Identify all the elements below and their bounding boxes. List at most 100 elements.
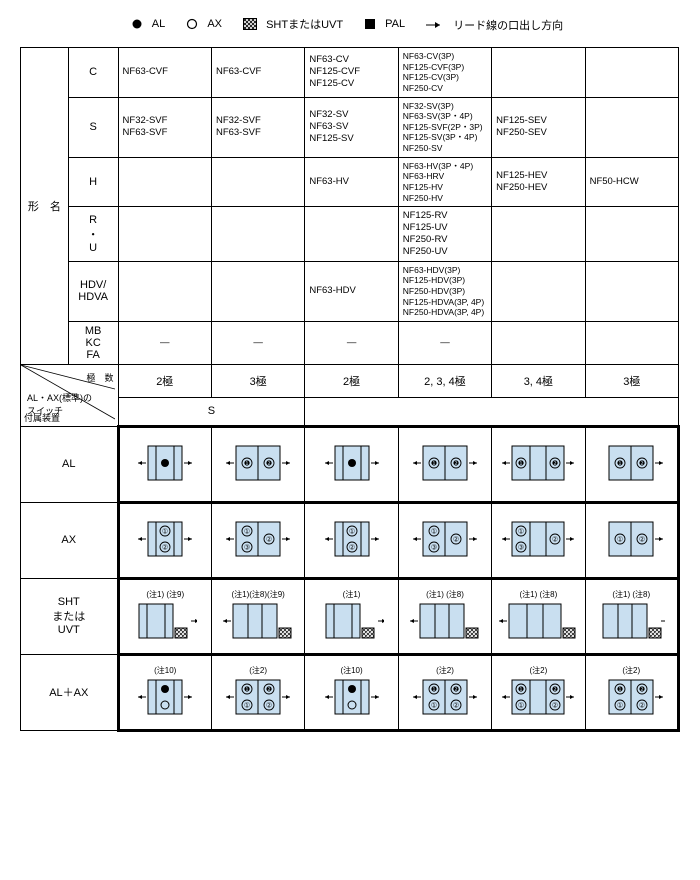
AX-d2: ①② bbox=[305, 502, 398, 578]
C-c2: NF63-CVNF125-CVFNF125-CV bbox=[305, 48, 398, 98]
AX-d0: ①② bbox=[118, 502, 211, 578]
svg-text:❶: ❶ bbox=[617, 459, 623, 467]
AL-d1: ❶❷ bbox=[211, 426, 304, 502]
ALAX-d3: (注2)❶①❷② bbox=[398, 654, 491, 730]
row-MB: MBKCFA — — — — bbox=[21, 321, 679, 364]
svg-text:①: ① bbox=[162, 527, 168, 535]
svg-text:①: ① bbox=[617, 535, 623, 543]
row-switch: S bbox=[21, 397, 679, 426]
SHT-label: SHTまたはUVT bbox=[21, 578, 119, 654]
svg-text:②: ② bbox=[639, 535, 645, 543]
AX-label: AX bbox=[21, 502, 119, 578]
attach-label: 付属装置 bbox=[24, 411, 60, 424]
SHT-d0: (注1) (注9) bbox=[118, 578, 211, 654]
HDV-c0 bbox=[118, 261, 211, 321]
RU-c2 bbox=[305, 207, 398, 262]
AX-d5: ①② bbox=[585, 502, 678, 578]
svg-text:❷: ❷ bbox=[266, 686, 272, 694]
svg-text:❶: ❶ bbox=[518, 686, 524, 694]
svg-text:①: ① bbox=[617, 702, 623, 710]
svg-text:❶: ❶ bbox=[518, 459, 524, 467]
legend-lead: リード線の口出し方向 bbox=[426, 17, 569, 33]
svg-text:❶: ❶ bbox=[617, 686, 623, 694]
AL-d5: ❶❷ bbox=[585, 426, 678, 502]
AL-d4: ❶❷ bbox=[492, 426, 585, 502]
S-c0: NF32-SVFNF63-SVF bbox=[118, 97, 211, 157]
svg-text:❷: ❷ bbox=[552, 459, 558, 467]
H-c0 bbox=[118, 157, 211, 207]
pole-c3: 2, 3, 4極 bbox=[398, 364, 491, 397]
ALAX-d0: (注10) bbox=[118, 654, 211, 730]
row-H: H NF63-HV NF63-HV(3P・4P)NF63-HRVNF125-HV… bbox=[21, 157, 679, 207]
switch-blank bbox=[305, 397, 679, 426]
svg-text:❷: ❷ bbox=[453, 459, 459, 467]
pole-c2: 2極 bbox=[305, 364, 398, 397]
svg-text:❶: ❶ bbox=[244, 459, 250, 467]
svg-text:②: ② bbox=[266, 702, 272, 710]
HDV-c1 bbox=[211, 261, 304, 321]
main-table: 形 名 C NF63-CVF NF63-CVF NF63-CVNF125-CVF… bbox=[20, 47, 680, 732]
MB-c1: — bbox=[211, 321, 304, 364]
svg-text:③: ③ bbox=[431, 543, 437, 551]
svg-text:①: ① bbox=[348, 527, 354, 535]
row-RU: R・U NF125-RVNF125-UVNF250-RVNF250-UV bbox=[21, 207, 679, 262]
type-C-label: C bbox=[68, 48, 118, 98]
HDV-c5 bbox=[585, 261, 678, 321]
type-S-label: S bbox=[68, 97, 118, 157]
type-RU-label: R・U bbox=[68, 207, 118, 262]
AX-d1: ①③② bbox=[211, 502, 304, 578]
svg-text:①: ① bbox=[518, 527, 524, 535]
row-C: 形 名 C NF63-CVF NF63-CVF NF63-CVNF125-CVF… bbox=[21, 48, 679, 98]
svg-text:❷: ❷ bbox=[639, 459, 645, 467]
AL-d2 bbox=[305, 426, 398, 502]
C-c5 bbox=[585, 48, 678, 98]
HDV-c3: NF63-HDV(3P)NF125-HDV(3P)NF250-HDV(3P)NF… bbox=[398, 261, 491, 321]
MB-c4 bbox=[492, 321, 585, 364]
legend: AL AX SHTまたはUVT PAL リード線の口出し方向 bbox=[10, 16, 690, 33]
svg-text:②: ② bbox=[552, 535, 558, 543]
ALAX-d1: (注2)❶①❷② bbox=[211, 654, 304, 730]
S-c5 bbox=[585, 97, 678, 157]
diagonal-header: 極 数 AL・AX(標準)のスイッチ 付属装置 bbox=[21, 364, 119, 426]
pole-label: 極 数 bbox=[87, 371, 114, 384]
switch-val: S bbox=[118, 397, 305, 426]
svg-text:②: ② bbox=[348, 543, 354, 551]
MB-c2: — bbox=[305, 321, 398, 364]
H-c2: NF63-HV bbox=[305, 157, 398, 207]
AL-d0 bbox=[118, 426, 211, 502]
SHT-d3: (注1) (注8) bbox=[398, 578, 491, 654]
HDV-c2: NF63-HDV bbox=[305, 261, 398, 321]
svg-text:①: ① bbox=[244, 702, 250, 710]
type-MB-label: MBKCFA bbox=[68, 321, 118, 364]
ALAX-d5: (注2)❶①❷② bbox=[585, 654, 678, 730]
svg-text:❷: ❷ bbox=[266, 459, 272, 467]
row-AL: AL ❶❷ ❶❷ ❶❷ ❶❷ bbox=[21, 426, 679, 502]
S-c1: NF32-SVFNF63-SVF bbox=[211, 97, 304, 157]
svg-text:①: ① bbox=[431, 702, 437, 710]
H-c5: NF50-HCW bbox=[585, 157, 678, 207]
svg-text:②: ② bbox=[453, 702, 459, 710]
svg-text:②: ② bbox=[162, 543, 168, 551]
pole-c1: 3極 bbox=[211, 364, 304, 397]
legend-sht: SHTまたはUVT bbox=[243, 16, 349, 32]
svg-text:②: ② bbox=[552, 702, 558, 710]
C-c1: NF63-CVF bbox=[211, 48, 304, 98]
pole-c4: 3, 4極 bbox=[492, 364, 585, 397]
S-c3: NF32-SV(3P)NF63-SV(3P・4P)NF125-SVF(2P・3P… bbox=[398, 97, 491, 157]
AX-d4: ①③② bbox=[492, 502, 585, 578]
H-c4: NF125-HEVNF250-HEV bbox=[492, 157, 585, 207]
ALAX-d2: (注10) bbox=[305, 654, 398, 730]
svg-text:①: ① bbox=[518, 702, 524, 710]
row-AX: AX ①② ①③② ①② ①③② ①③② ①② bbox=[21, 502, 679, 578]
RU-c4 bbox=[492, 207, 585, 262]
svg-text:❷: ❷ bbox=[639, 686, 645, 694]
ALAX-d4: (注2)❶①❷② bbox=[492, 654, 585, 730]
SHT-d1: (注1)(注8)(注9) bbox=[211, 578, 304, 654]
row-HDV: HDV/HDVA NF63-HDV NF63-HDV(3P)NF125-HDV(… bbox=[21, 261, 679, 321]
MB-c5 bbox=[585, 321, 678, 364]
C-c4 bbox=[492, 48, 585, 98]
row-pole: 極 数 AL・AX(標準)のスイッチ 付属装置 2極 3極 2極 2, 3, 4… bbox=[21, 364, 679, 397]
MB-c0: — bbox=[118, 321, 211, 364]
row-ALAX: AL＋AX (注10) (注2)❶①❷② (注10) (注2)❶①❷② (注2)… bbox=[21, 654, 679, 730]
H-c3: NF63-HV(3P・4P)NF63-HRVNF125-HVNF250-HV bbox=[398, 157, 491, 207]
